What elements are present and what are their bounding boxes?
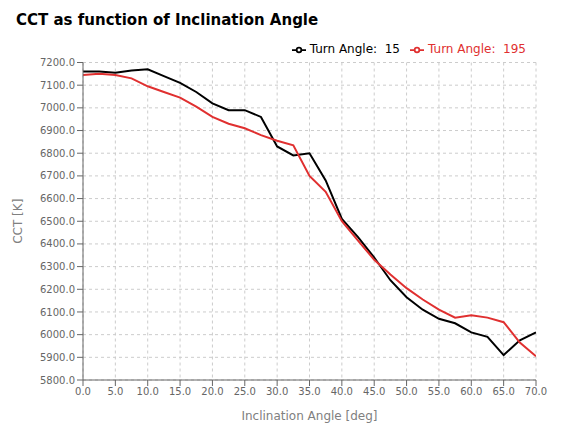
svg-text:Inclination Angle [deg]: Inclination Angle [deg]	[241, 409, 377, 423]
svg-text:50.0: 50.0	[395, 386, 417, 397]
html-text:Turn Angle: 15: Turn Angle: 15	[309, 42, 400, 56]
svg-text:6800.0: 6800.0	[40, 148, 75, 159]
svg-text:45.0: 45.0	[363, 386, 385, 397]
svg-text:5900.0: 5900.0	[40, 352, 75, 363]
svg-text:6600.0: 6600.0	[40, 193, 75, 204]
svg-text:6100.0: 6100.0	[40, 307, 75, 318]
svg-text:10.0: 10.0	[137, 386, 159, 397]
svg-text:25.0: 25.0	[234, 386, 256, 397]
svg-text:CCT [K]: CCT [K]	[11, 199, 25, 244]
html-text:Turn Angle: 195: Turn Angle: 195	[428, 42, 526, 56]
svg-text:6400.0: 6400.0	[40, 238, 75, 249]
svg-text:55.0: 55.0	[428, 386, 450, 397]
svg-text:6200.0: 6200.0	[40, 284, 75, 295]
svg-text:70.0: 70.0	[525, 386, 547, 397]
svg-text:20.0: 20.0	[201, 386, 223, 397]
svg-text:6300.0: 6300.0	[40, 261, 75, 272]
svg-text:6000.0: 6000.0	[40, 329, 75, 340]
svg-text:7000.0: 7000.0	[40, 102, 75, 113]
svg-text:60.0: 60.0	[460, 386, 482, 397]
svg-text:40.0: 40.0	[331, 386, 353, 397]
svg-text:6700.0: 6700.0	[40, 170, 75, 181]
svg-text:7200.0: 7200.0	[40, 57, 75, 68]
svg-text:30.0: 30.0	[266, 386, 288, 397]
svg-text:65.0: 65.0	[493, 386, 515, 397]
svg-text:6500.0: 6500.0	[40, 216, 75, 227]
svg-text:5800.0: 5800.0	[40, 375, 75, 386]
svg-text:35.0: 35.0	[298, 386, 320, 397]
html-text:CCT as function of Inclination: CCT as function of Inclination Angle	[16, 11, 319, 29]
svg-text:0.0: 0.0	[75, 386, 91, 397]
svg-text:15.0: 15.0	[169, 386, 191, 397]
svg-text:7100.0: 7100.0	[40, 80, 75, 91]
svg-text:6900.0: 6900.0	[40, 125, 75, 136]
svg-text:5.0: 5.0	[107, 386, 123, 397]
